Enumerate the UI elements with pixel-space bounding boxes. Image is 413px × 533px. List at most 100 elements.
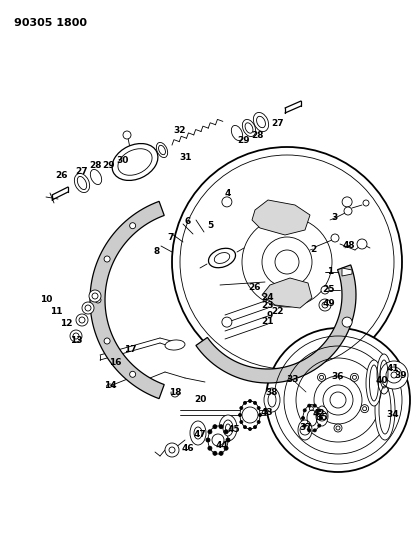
Circle shape [212, 425, 216, 429]
Circle shape [123, 131, 131, 139]
Ellipse shape [156, 142, 167, 158]
Circle shape [307, 404, 310, 407]
Circle shape [243, 401, 246, 405]
Ellipse shape [223, 420, 233, 436]
Circle shape [129, 372, 135, 377]
Text: 18: 18 [169, 389, 181, 398]
Circle shape [319, 416, 322, 419]
Ellipse shape [253, 112, 268, 132]
Circle shape [317, 409, 320, 412]
Text: 17: 17 [123, 345, 136, 354]
Text: 8: 8 [154, 247, 160, 256]
Text: 41: 41 [386, 365, 399, 374]
Text: 12: 12 [59, 319, 72, 328]
Circle shape [322, 385, 352, 415]
Ellipse shape [302, 405, 320, 431]
Polygon shape [252, 200, 309, 235]
Ellipse shape [365, 360, 381, 406]
Text: 23: 23 [261, 301, 273, 310]
Circle shape [225, 438, 230, 442]
Text: 25: 25 [322, 285, 335, 294]
Circle shape [207, 430, 211, 434]
Circle shape [306, 405, 315, 413]
Text: 2: 2 [309, 245, 316, 254]
Ellipse shape [165, 340, 185, 350]
Circle shape [302, 424, 306, 427]
Text: 20: 20 [193, 395, 206, 405]
Circle shape [313, 429, 316, 432]
Polygon shape [261, 278, 311, 308]
Text: 10: 10 [40, 295, 52, 304]
Text: 28: 28 [90, 160, 102, 169]
Circle shape [239, 407, 242, 409]
Circle shape [92, 293, 98, 299]
Text: 14: 14 [103, 382, 116, 391]
Text: 35: 35 [315, 414, 328, 423]
Text: 42: 42 [312, 409, 325, 418]
Circle shape [248, 427, 251, 431]
Circle shape [318, 299, 330, 311]
Text: 33: 33 [286, 376, 299, 384]
Text: 16: 16 [109, 359, 121, 367]
Circle shape [104, 256, 110, 262]
Circle shape [301, 416, 304, 419]
Ellipse shape [90, 169, 102, 184]
Circle shape [360, 405, 368, 413]
Text: 21: 21 [261, 318, 273, 327]
Ellipse shape [297, 420, 311, 440]
Text: 13: 13 [69, 336, 82, 345]
Ellipse shape [231, 125, 242, 141]
Circle shape [171, 147, 401, 377]
Text: 45: 45 [227, 425, 240, 434]
Circle shape [256, 421, 259, 424]
Text: 4: 4 [224, 189, 230, 198]
Ellipse shape [376, 354, 390, 394]
Circle shape [341, 197, 351, 207]
Text: 30: 30 [116, 156, 129, 165]
Ellipse shape [207, 426, 228, 454]
Circle shape [79, 317, 85, 323]
Circle shape [212, 451, 216, 455]
Text: 48: 48 [342, 240, 354, 249]
Circle shape [317, 373, 325, 381]
Text: 29: 29 [237, 135, 250, 144]
Text: 6: 6 [185, 217, 191, 227]
Circle shape [248, 400, 251, 402]
Ellipse shape [374, 380, 394, 440]
Text: 27: 27 [271, 118, 284, 127]
Circle shape [218, 425, 223, 429]
Circle shape [95, 297, 101, 303]
Circle shape [82, 302, 94, 314]
Text: 90305 1800: 90305 1800 [14, 18, 87, 28]
Circle shape [321, 302, 327, 308]
Circle shape [253, 401, 256, 405]
Text: 32: 32 [173, 125, 186, 134]
Polygon shape [341, 268, 351, 276]
Ellipse shape [263, 388, 279, 412]
Circle shape [207, 446, 211, 450]
Text: 40: 40 [375, 376, 387, 385]
Text: 34: 34 [386, 410, 399, 419]
Text: 49: 49 [322, 298, 335, 308]
Circle shape [320, 286, 328, 294]
Text: 11: 11 [50, 308, 62, 317]
Ellipse shape [74, 173, 89, 192]
Circle shape [307, 429, 310, 432]
Text: 27: 27 [76, 167, 88, 176]
Text: 22: 22 [271, 308, 284, 317]
Circle shape [218, 451, 223, 455]
Text: 5: 5 [206, 221, 213, 230]
Text: 46: 46 [181, 445, 194, 454]
Ellipse shape [112, 143, 157, 181]
Text: 43: 43 [260, 408, 273, 417]
Circle shape [89, 290, 101, 302]
Circle shape [165, 443, 178, 457]
Circle shape [313, 404, 316, 407]
Circle shape [242, 407, 257, 423]
Circle shape [343, 207, 351, 215]
Circle shape [379, 361, 407, 389]
Ellipse shape [190, 421, 206, 445]
Text: 26: 26 [248, 284, 261, 293]
Text: 29: 29 [102, 160, 115, 169]
Text: 26: 26 [56, 171, 68, 180]
